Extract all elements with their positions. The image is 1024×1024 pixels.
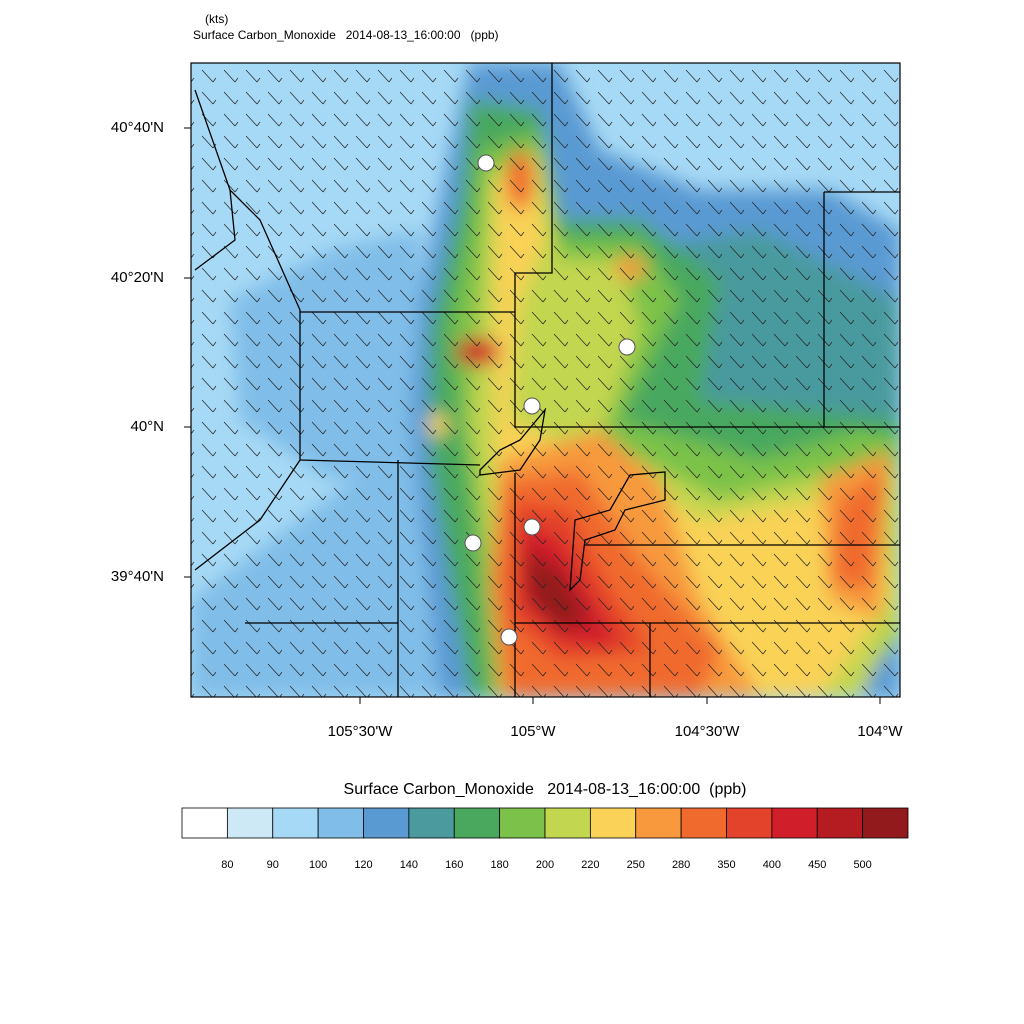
colorbar-label: 250 (627, 859, 645, 871)
colorbar-box (408, 807, 455, 839)
lat-label: 40°20'N (111, 269, 164, 286)
lon-label: 104°W (857, 723, 903, 740)
colorbar-label: 120 (354, 859, 372, 871)
colorbar-box (635, 807, 682, 839)
colorbar-box (771, 807, 818, 839)
colorbar-box (499, 807, 546, 839)
map-frame (190, 62, 901, 698)
colorbar-label: 500 (853, 859, 871, 871)
colorbar-label: 160 (445, 859, 463, 871)
colorbar-box (181, 807, 228, 839)
colorbar-label: 220 (581, 859, 599, 871)
colorbar-label: 280 (672, 859, 690, 871)
colorbar-box (726, 807, 773, 839)
lat-label: 40°40'N (111, 119, 164, 136)
colorbar-box (226, 807, 274, 839)
colorbar-title: Surface Carbon_Monoxide 2014-08-13_16:00… (344, 781, 747, 798)
colorbar-label: 350 (717, 859, 735, 871)
colorbar-box (363, 807, 410, 839)
lon-label: 104°30'W (675, 723, 741, 740)
colorbar-label: 100 (309, 859, 327, 871)
colorbar-label: 90 (267, 859, 279, 871)
colorbar-box (453, 807, 501, 839)
map-field (191, 63, 900, 697)
colorbar-label: 400 (763, 859, 781, 871)
colorbar-label: 450 (808, 859, 826, 871)
colorbar-box (816, 807, 864, 839)
colorbar-label: 80 (221, 859, 233, 871)
colorbar-label: 180 (490, 859, 508, 871)
lon-label: 105°W (510, 723, 556, 740)
lat-label: 39°40'N (111, 568, 164, 585)
colorbar-box (862, 807, 909, 839)
lon-label: 105°30'W (328, 723, 394, 740)
colorbar-box (680, 807, 727, 839)
colorbar-label: 200 (536, 859, 554, 871)
colorbar-box (544, 807, 591, 839)
lat-label: 40°N (130, 418, 164, 435)
units-label: (kts) (205, 12, 228, 26)
colorbar-box (589, 807, 637, 839)
colorbar-box (272, 807, 319, 839)
colorbar-label: 140 (400, 859, 418, 871)
colorbar-box (317, 807, 364, 839)
plot-title: Surface Carbon_Monoxide 2014-08-13_16:00… (193, 28, 499, 42)
